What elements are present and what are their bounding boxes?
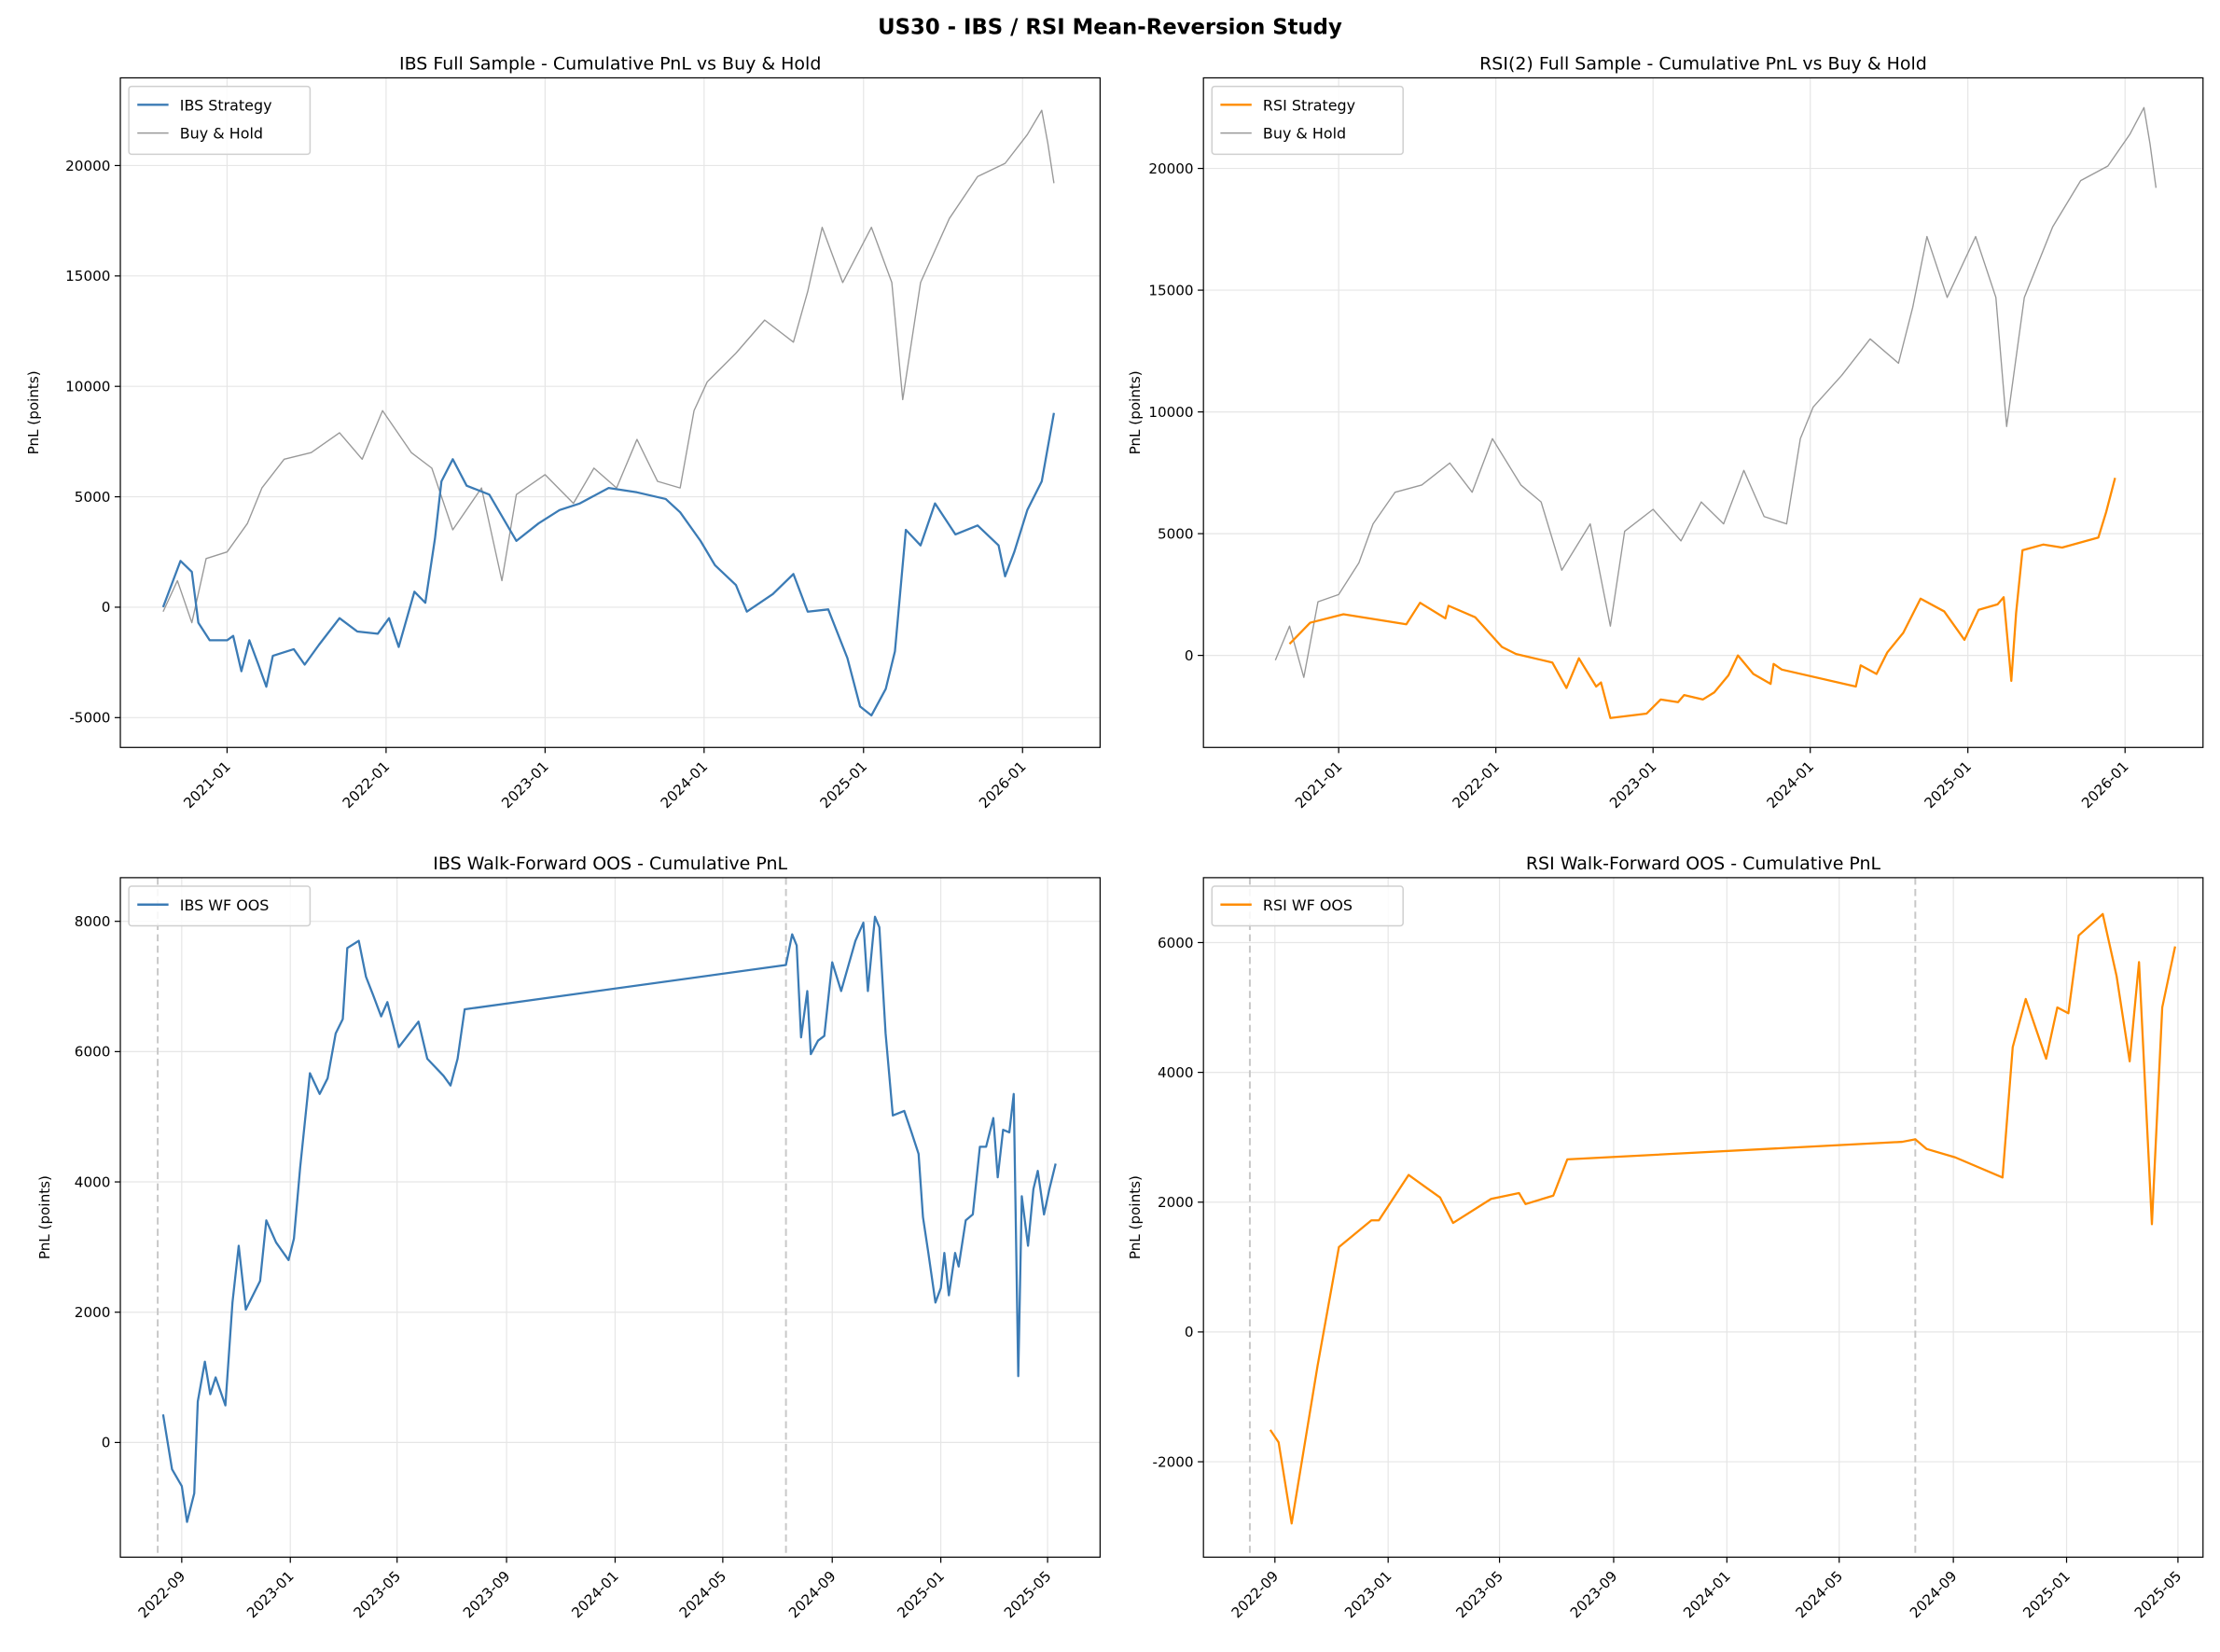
x-tick-label: 2022-09 [1228, 1568, 1283, 1622]
x-tick-label: 2023-01 [1341, 1568, 1395, 1622]
y-axis-label: PnL (points) [25, 370, 42, 454]
legend-box [128, 885, 312, 927]
x-tick-label: 2024-05 [676, 1568, 730, 1622]
y-tick-label: 6000 [75, 1044, 111, 1061]
x-tick-label: 2023-05 [1452, 1568, 1506, 1622]
x-tick-label: 2024-09 [785, 1568, 839, 1622]
legend-label: RSI WF OOS [1263, 896, 1353, 914]
x-tick-label: 2026-01 [2078, 758, 2132, 812]
x-tick-label: 2025-01 [817, 758, 871, 812]
x-tick-label: 2024-01 [658, 758, 712, 812]
subplot-title: IBS Full Sample - Cumulative PnL vs Buy … [399, 53, 821, 74]
x-tick-label: 2024-01 [568, 1568, 622, 1622]
subplot-title: RSI(2) Full Sample - Cumulative PnL vs B… [1479, 53, 1927, 74]
x-tick-label: 2025-01 [1922, 758, 1976, 812]
series-line-ibs-wf-oos [161, 915, 1057, 1523]
series-line-buy-hold [162, 109, 1055, 624]
subplot-4: 2022-09 2023-01 2023-05 2023-09 2024-01 2024-… [1127, 854, 2204, 1622]
legend: RSI Strategy Buy & Hold [1211, 85, 1404, 156]
subplot-1: 2021-01 2022-01 2023-01 2024-01 2025-01 2026-… [25, 53, 1101, 812]
x-tick-label: 2023-01 [498, 758, 552, 812]
x-tick-label: 2022-01 [1450, 758, 1504, 812]
x-tick-label: 2025-01 [894, 1568, 948, 1622]
legend-label: Buy & Hold [1263, 125, 1346, 143]
x-tick-label: 2023-09 [460, 1568, 514, 1622]
y-tick-label: -2000 [1153, 1453, 1194, 1470]
x-tick-label: 2025-01 [2019, 1568, 2074, 1622]
x-tick-label: 2021-01 [180, 758, 234, 812]
legend: RSI WF OOS [1211, 885, 1404, 927]
y-axis-label: PnL (points) [1127, 370, 1144, 454]
y-tick-label: 20000 [65, 158, 110, 174]
y-tick-label: 0 [102, 1435, 111, 1451]
y-tick-label: 8000 [75, 913, 111, 930]
subplot-title: RSI Walk-Forward OOS - Cumulative PnL [1526, 854, 1881, 874]
x-tick-label: 2023-05 [351, 1568, 405, 1622]
y-tick-label: 2000 [75, 1304, 111, 1321]
axes-frame [119, 877, 1101, 1558]
series-line-rsi-wf-oos [1269, 912, 2176, 1525]
subplot-3: 2022-09 2023-01 2023-05 2023-09 2024-01 2024-… [36, 854, 1101, 1622]
y-tick-label: 10000 [1148, 404, 1193, 421]
x-tick-label: 2023-09 [1567, 1568, 1621, 1622]
x-tick-label: 2026-01 [976, 758, 1030, 812]
legend-box [1211, 85, 1404, 156]
y-axis-label: PnL (points) [36, 1175, 53, 1259]
x-tick-label: 2023-01 [1606, 758, 1660, 812]
legend-label: IBS Strategy [180, 96, 272, 114]
series-line-rsi-strategy [1288, 478, 2116, 719]
axes-frame [1202, 76, 2204, 748]
legend-label: IBS WF OOS [180, 896, 270, 914]
x-tick-label: 2024-05 [1793, 1568, 1847, 1622]
axes-frame [119, 76, 1101, 748]
y-tick-label: 0 [1185, 647, 1194, 664]
y-tick-label: -5000 [69, 710, 110, 727]
y-tick-label: 5000 [75, 489, 111, 506]
series-line-ibs-strategy [161, 412, 1056, 717]
y-tick-label: 15000 [1148, 282, 1193, 298]
axes-frame [1202, 877, 2204, 1558]
legend: IBS Strategy Buy & Hold [128, 85, 312, 156]
y-tick-label: 15000 [65, 268, 110, 285]
y-tick-label: 4000 [75, 1173, 111, 1190]
y-tick-label: 0 [102, 599, 111, 616]
y-tick-label: 4000 [1158, 1064, 1194, 1081]
y-tick-label: 10000 [65, 379, 110, 396]
x-tick-label: 2024-09 [1907, 1568, 1961, 1622]
x-tick-label: 2023-01 [243, 1568, 298, 1622]
subplot-title: IBS Walk-Forward OOS - Cumulative PnL [433, 854, 787, 874]
series-line-buy-hold [1274, 106, 2158, 678]
legend: IBS WF OOS [128, 885, 312, 927]
y-tick-label: 6000 [1158, 935, 1194, 951]
x-tick-label: 2021-01 [1292, 758, 1346, 812]
subplot-2: 2021-01 2022-01 2023-01 2024-01 2025-01 2026-… [1127, 53, 2204, 812]
y-tick-label: 2000 [1158, 1194, 1194, 1211]
y-axis-label: PnL (points) [1127, 1175, 1144, 1259]
y-tick-label: 0 [1185, 1324, 1194, 1340]
x-tick-label: 2022-01 [340, 758, 394, 812]
legend-box [128, 85, 312, 156]
y-tick-label: 5000 [1158, 525, 1194, 542]
x-tick-label: 2024-01 [1764, 758, 1818, 812]
figure-title: US30 - IBS / RSI Mean-Reversion Study [878, 15, 1342, 39]
legend-label: RSI Strategy [1263, 96, 1355, 114]
x-tick-label: 2022-09 [135, 1568, 189, 1622]
y-tick-label: 20000 [1148, 160, 1193, 177]
x-tick-label: 2025-05 [2131, 1568, 2185, 1622]
legend-box [1211, 885, 1404, 927]
x-tick-label: 2024-01 [1680, 1568, 1734, 1622]
x-tick-label: 2025-05 [1001, 1568, 1055, 1622]
legend-label: Buy & Hold [180, 125, 263, 143]
